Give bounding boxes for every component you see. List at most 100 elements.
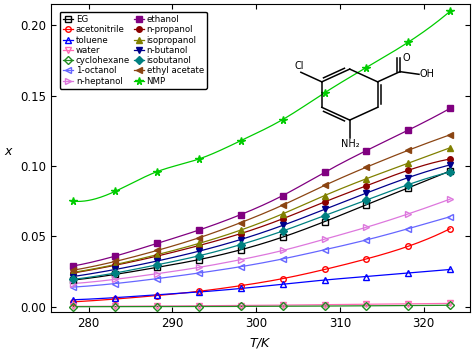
toluene <box>196 290 202 294</box>
n-heptanol <box>447 197 453 201</box>
Line: n-propanol: n-propanol <box>71 156 453 276</box>
ethanol <box>238 212 244 217</box>
cyclohexane <box>238 304 244 309</box>
ethanol <box>280 194 285 198</box>
NMP <box>322 91 328 95</box>
n-propanol <box>238 232 244 236</box>
cyclohexane <box>322 304 328 308</box>
NMP <box>280 118 285 122</box>
ethyl acetate <box>364 165 369 169</box>
water <box>280 303 285 307</box>
n-butanol <box>405 176 411 180</box>
ethanol <box>405 128 411 132</box>
acetonitrile <box>322 267 328 272</box>
Y-axis label: $x$: $x$ <box>4 145 14 158</box>
ethanol <box>364 148 369 153</box>
ethanol <box>196 228 202 232</box>
Line: EG: EG <box>71 168 453 283</box>
1-octanol <box>154 276 160 281</box>
n-heptanol <box>364 225 369 229</box>
Line: 1-octanol: 1-octanol <box>71 214 453 290</box>
NMP <box>447 9 453 13</box>
EG <box>447 169 453 173</box>
n-propanol <box>322 200 328 204</box>
ethyl acetate <box>71 268 76 272</box>
toluene <box>364 274 369 279</box>
n-propanol <box>71 271 76 275</box>
n-propanol <box>112 263 118 267</box>
isopropanol <box>71 270 76 274</box>
EG <box>322 219 328 224</box>
water <box>196 304 202 308</box>
n-butanol <box>447 163 453 167</box>
ethanol <box>71 264 76 268</box>
Line: n-butanol: n-butanol <box>71 162 453 279</box>
ethanol <box>154 241 160 246</box>
NMP <box>405 40 411 44</box>
ethanol <box>447 106 453 110</box>
Text: Cl: Cl <box>294 61 304 71</box>
n-butanol <box>71 274 76 279</box>
isobutanol <box>112 271 118 275</box>
water <box>364 302 369 306</box>
EG <box>196 257 202 262</box>
NMP <box>112 189 118 194</box>
n-heptanol <box>71 281 76 286</box>
acetonitrile <box>364 257 369 261</box>
acetonitrile <box>447 227 453 231</box>
toluene <box>112 296 118 300</box>
water <box>154 304 160 308</box>
Line: cyclohexane: cyclohexane <box>71 302 453 309</box>
EG <box>405 186 411 190</box>
Line: isobutanol: isobutanol <box>71 169 453 282</box>
Legend: EG, acetonitrile, toluene, water, cyclohexane, 1-octanol, n-heptanol, ethanol, n: EG, acetonitrile, toluene, water, cycloh… <box>60 12 207 89</box>
n-heptanol <box>112 277 118 281</box>
isobutanol <box>238 242 244 247</box>
water <box>238 303 244 308</box>
Line: isopropanol: isopropanol <box>71 145 453 275</box>
n-butanol <box>280 223 285 228</box>
n-butanol <box>322 207 328 211</box>
isobutanol <box>71 277 76 281</box>
acetonitrile <box>71 300 76 304</box>
cyclohexane <box>405 303 411 308</box>
isobutanol <box>196 254 202 258</box>
water <box>112 304 118 308</box>
ethyl acetate <box>405 148 411 152</box>
n-propanol <box>405 168 411 172</box>
1-octanol <box>238 264 244 269</box>
n-butanol <box>364 191 369 195</box>
Line: n-heptanol: n-heptanol <box>71 196 453 286</box>
n-propanol <box>447 157 453 161</box>
n-propanol <box>364 184 369 188</box>
EG <box>71 278 76 282</box>
ethyl acetate <box>280 203 285 207</box>
toluene <box>405 271 411 275</box>
toluene <box>322 278 328 282</box>
n-propanol <box>154 254 160 258</box>
acetonitrile <box>405 244 411 249</box>
isobutanol <box>322 213 328 218</box>
X-axis label: $T$/K: $T$/K <box>249 336 272 350</box>
EG <box>112 272 118 276</box>
water <box>71 304 76 308</box>
1-octanol <box>364 238 369 242</box>
n-propanol <box>196 244 202 248</box>
isobutanol <box>447 170 453 174</box>
isobutanol <box>405 183 411 187</box>
toluene <box>280 282 285 286</box>
ethyl acetate <box>154 249 160 253</box>
Line: NMP: NMP <box>69 7 454 205</box>
Line: ethanol: ethanol <box>71 105 453 269</box>
isopropanol <box>364 177 369 181</box>
toluene <box>71 298 76 302</box>
Text: OH: OH <box>420 69 435 79</box>
isobutanol <box>154 263 160 267</box>
n-heptanol <box>322 237 328 241</box>
toluene <box>154 293 160 297</box>
n-butanol <box>112 267 118 272</box>
toluene <box>447 267 453 272</box>
ethyl acetate <box>447 133 453 137</box>
n-propanol <box>280 217 285 221</box>
isobutanol <box>364 198 369 202</box>
